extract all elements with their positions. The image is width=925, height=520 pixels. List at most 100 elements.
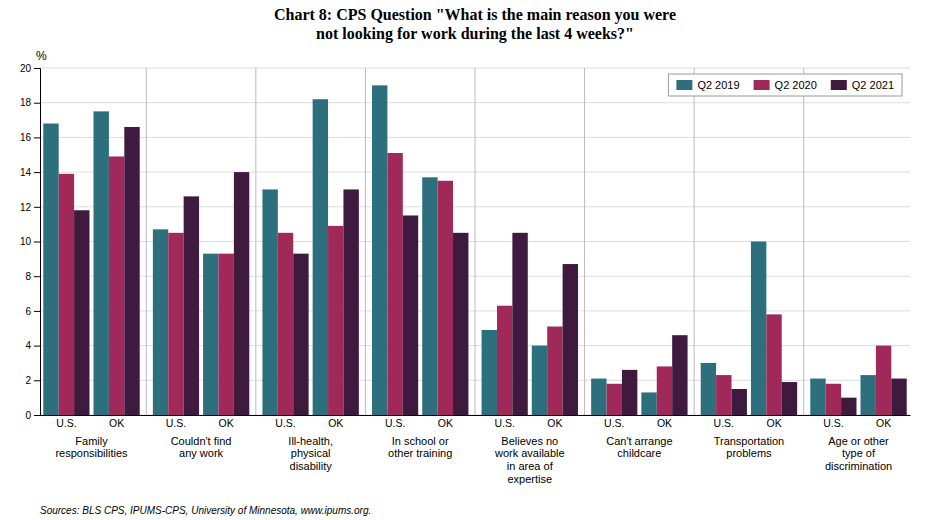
subcategory-label: OK — [547, 417, 562, 429]
tick-label: 12 — [20, 202, 32, 213]
tick-label: 8 — [25, 271, 31, 282]
tick-mark — [34, 311, 40, 312]
subcategory-label: U.S. — [823, 417, 843, 429]
bar — [810, 379, 825, 415]
bar — [59, 174, 74, 415]
category-label-line: physical — [291, 447, 331, 459]
tick: 16 — [20, 132, 40, 143]
x-axis: Familyresponsibilities Couldn't findany w… — [41, 416, 911, 485]
tick-mark — [34, 103, 40, 104]
category-label: Can't arrangechildcare — [606, 435, 672, 460]
bars — [43, 85, 906, 415]
tick: U.S. — [56, 417, 76, 429]
subcategory-axis: U.S. OK — [275, 417, 343, 429]
series-bars — [59, 153, 892, 415]
bar — [826, 384, 841, 415]
bar — [184, 196, 199, 415]
tick: OK — [438, 417, 453, 429]
tick: Age or othertype ofdiscrimination — [825, 435, 892, 472]
bar — [532, 346, 547, 415]
bar — [403, 215, 418, 415]
bar — [293, 254, 308, 415]
subcategory-label: OK — [766, 417, 781, 429]
bar — [124, 127, 139, 415]
tick: 8 — [25, 271, 40, 282]
bar — [482, 330, 497, 415]
subcategory-axis: U.S. OK — [494, 417, 562, 429]
bar — [153, 229, 168, 415]
bar — [203, 254, 218, 415]
subcategory-label: U.S. — [275, 417, 295, 429]
subcategory-label: OK — [657, 417, 672, 429]
subcategory-axis: U.S. OK — [823, 417, 891, 429]
bar — [672, 335, 687, 415]
category-label-line: Believes no — [501, 435, 558, 447]
subcategory-label: U.S. — [494, 417, 514, 429]
legend-swatch — [676, 80, 692, 90]
bar — [891, 379, 906, 415]
legend-item: Q2 2020 — [754, 79, 817, 91]
subcategory-label: U.S. — [385, 417, 405, 429]
tick: OK — [328, 417, 343, 429]
subcategory-axis: U.S. OK — [385, 417, 453, 429]
bar — [94, 111, 109, 415]
bar — [74, 210, 89, 415]
tick: U.S. — [166, 417, 186, 429]
subcategory-axis: U.S. OK — [166, 417, 234, 429]
tick: 6 — [25, 306, 40, 317]
group-separator — [146, 68, 147, 415]
source-note: Sources: BLS CPS, IPUMS-CPS, University … — [40, 505, 371, 516]
tick-mark — [34, 276, 40, 277]
category-label-line: Transportation — [714, 435, 785, 447]
group-separator — [255, 68, 256, 415]
category-label-line: other training — [388, 447, 452, 459]
tick-mark — [34, 68, 40, 69]
legend-item: Q2 2021 — [831, 79, 894, 91]
subcategory-label: OK — [109, 417, 124, 429]
plot-area: 02468101214161820FamilyresponsibilitiesC… — [20, 49, 911, 485]
bar — [641, 392, 656, 415]
category-label: Ill-health,physicaldisability — [288, 435, 333, 472]
axis-line — [34, 69, 41, 416]
tick: 0 — [25, 410, 40, 421]
bar — [607, 384, 622, 415]
tick: Couldn't findany work — [171, 435, 232, 460]
category-label-line: responsibilities — [55, 447, 128, 459]
subcategory-label: OK — [876, 417, 891, 429]
chart-title-line: not looking for work during the last 4 w… — [316, 25, 634, 43]
bar — [547, 327, 562, 415]
category-label: Age or othertype ofdiscrimination — [825, 435, 892, 472]
category-label-line: Family — [75, 435, 108, 447]
chart-title-line: Chart 8: CPS Question "What is the main … — [274, 6, 676, 24]
tick: U.S. — [275, 417, 295, 429]
tick: OK — [109, 417, 124, 429]
category-label-line: Ill-health, — [288, 435, 333, 447]
bar — [876, 346, 891, 415]
category-label-line: in area of — [507, 460, 554, 472]
separators — [146, 68, 803, 415]
category-label: Transportationproblems — [714, 435, 785, 460]
bar — [262, 189, 277, 415]
subcategory-axis: U.S. OK — [56, 417, 124, 429]
tick: Familyresponsibilities — [55, 435, 128, 460]
category-label-line: problems — [726, 447, 772, 459]
category-label-line: expertise — [507, 473, 552, 485]
tick: U.S. — [823, 417, 843, 429]
bar — [422, 177, 437, 415]
tick-mark — [34, 207, 40, 208]
tick: OK — [219, 417, 234, 429]
tick: OK — [547, 417, 562, 429]
tick-mark — [34, 172, 40, 173]
tick-mark — [34, 137, 40, 138]
chart-title: Chart 8: CPS Question "What is the main … — [274, 6, 676, 43]
group-separator — [694, 68, 695, 415]
bar — [701, 363, 716, 415]
bar — [732, 389, 747, 415]
bar — [278, 233, 293, 415]
grid — [40, 68, 910, 415]
subcategory-label: OK — [219, 417, 234, 429]
bar — [168, 233, 183, 415]
bar — [563, 264, 578, 415]
bar — [622, 370, 637, 415]
bar — [716, 375, 731, 415]
